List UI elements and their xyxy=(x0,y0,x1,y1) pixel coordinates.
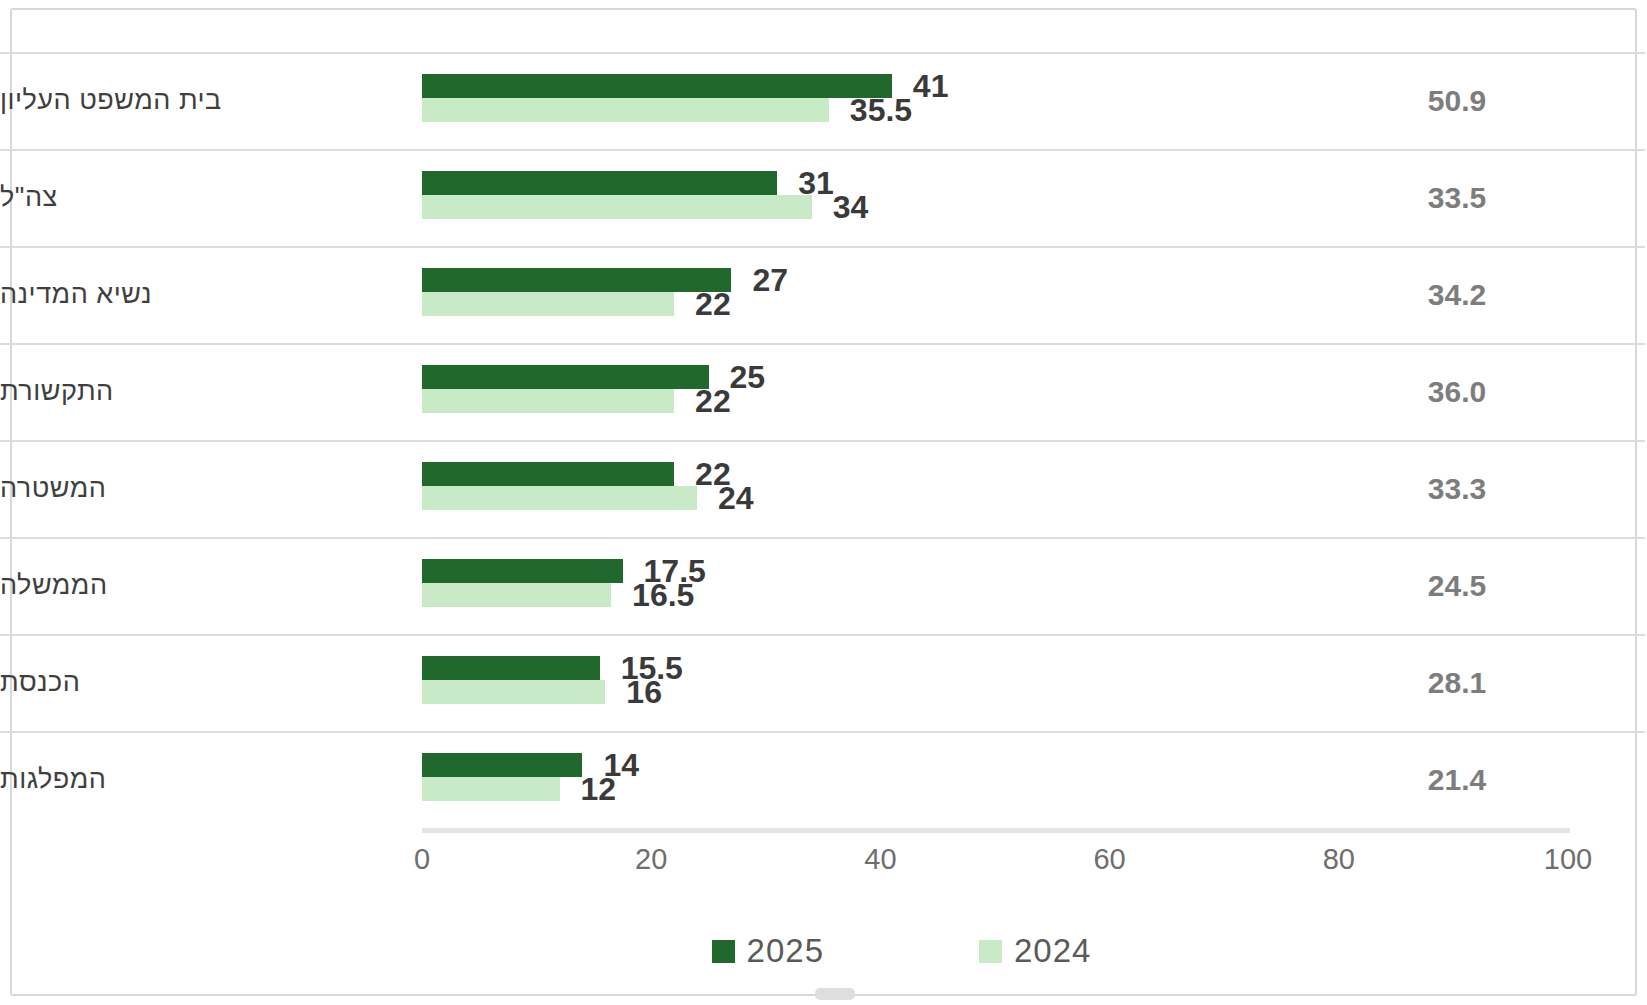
x-tick-label: 40 xyxy=(864,843,896,876)
chart-row: הכנסת 15.5 16 28.1 xyxy=(0,634,1647,731)
chart-row: נשיא המדינה 27 22 34.2 xyxy=(0,246,1647,343)
x-tick-label: 100 xyxy=(1544,843,1592,876)
row-plot-area: 41 35.5 50.9 xyxy=(422,52,1570,149)
legend-label-2025: 2025 xyxy=(747,932,824,970)
category-label: נשיא המדינה xyxy=(0,246,388,343)
bar-value-2025: 41 xyxy=(913,74,949,98)
bar-2024 xyxy=(422,777,560,801)
chart-row: בית המשפט העליון 41 35.5 50.9 xyxy=(0,52,1647,149)
chart-row: התקשורת 25 22 36.0 xyxy=(0,343,1647,440)
row-plot-area: 27 22 34.2 xyxy=(422,246,1570,343)
bar-2025 xyxy=(422,171,777,195)
row-plot-area: 15.5 16 28.1 xyxy=(422,634,1570,731)
bar-2024 xyxy=(422,680,605,704)
legend-item-2024: 2024 xyxy=(979,932,1091,970)
bar-value-2025: 27 xyxy=(752,268,788,292)
bar-2024 xyxy=(422,98,829,122)
row-plot-area: 22 24 33.3 xyxy=(422,440,1570,537)
chart-legend: 2025 2024 xyxy=(78,932,1647,970)
row-plot-area: 31 34 33.5 xyxy=(422,149,1570,246)
bar-value-2024: 22 xyxy=(695,389,731,413)
x-tick-label: 80 xyxy=(1323,843,1355,876)
row-total-value: 21.4 xyxy=(1387,731,1527,828)
category-label: התקשורת xyxy=(0,343,388,440)
bar-2025 xyxy=(422,753,582,777)
category-label: המשטרה xyxy=(0,440,388,537)
row-total-value: 24.5 xyxy=(1387,537,1527,634)
bar-2024 xyxy=(422,389,674,413)
x-tick-label: 60 xyxy=(1093,843,1125,876)
bar-value-2024: 16 xyxy=(626,680,662,704)
legend-item-2025: 2025 xyxy=(712,932,824,970)
category-label: בית המשפט העליון xyxy=(0,52,388,149)
category-label: הכנסת xyxy=(0,634,388,731)
legend-swatch-2024 xyxy=(979,940,1002,963)
row-total-value: 36.0 xyxy=(1387,343,1527,440)
bar-value-2025: 31 xyxy=(798,171,834,195)
category-label: המפלגות xyxy=(0,731,388,828)
bar-value-2024: 24 xyxy=(718,486,754,510)
chart-rows-container: בית המשפט העליון 41 35.5 50.9 צה"ל 31 34… xyxy=(0,52,1647,828)
category-label: צה"ל xyxy=(0,149,388,246)
bar-2025 xyxy=(422,462,674,486)
bar-value-2025: 25 xyxy=(730,365,766,389)
bar-2025 xyxy=(422,559,623,583)
x-axis-line xyxy=(422,828,1570,833)
chart-row: הממשלה 17.5 16.5 24.5 xyxy=(0,537,1647,634)
x-tick-label: 20 xyxy=(635,843,667,876)
bar-2025 xyxy=(422,656,600,680)
bar-value-2024: 34 xyxy=(833,195,869,219)
bar-2024 xyxy=(422,292,674,316)
row-plot-area: 14 12 21.4 xyxy=(422,731,1570,828)
bar-2025 xyxy=(422,365,709,389)
row-total-value: 28.1 xyxy=(1387,634,1527,731)
bar-value-2024: 22 xyxy=(695,292,731,316)
bar-value-2024: 35.5 xyxy=(850,98,912,122)
row-total-value: 33.5 xyxy=(1387,149,1527,246)
row-total-value: 34.2 xyxy=(1387,246,1527,343)
legend-label-2024: 2024 xyxy=(1014,932,1091,970)
category-label: הממשלה xyxy=(0,537,388,634)
bar-value-2024: 12 xyxy=(581,777,617,801)
bar-2024 xyxy=(422,486,697,510)
row-plot-area: 17.5 16.5 24.5 xyxy=(422,537,1570,634)
x-axis-ticks: 0 20 40 60 80 100 xyxy=(0,843,1647,879)
bar-2025 xyxy=(422,74,892,98)
bar-value-2024: 16.5 xyxy=(632,583,694,607)
chart-row: המפלגות 14 12 21.4 xyxy=(0,731,1647,828)
bar-2024 xyxy=(422,195,812,219)
chart-row: המשטרה 22 24 33.3 xyxy=(0,440,1647,537)
row-total-value: 33.3 xyxy=(1387,440,1527,537)
chart-row: צה"ל 31 34 33.5 xyxy=(0,149,1647,246)
x-tick-label: 0 xyxy=(414,843,430,876)
cropped-page-artifact xyxy=(815,988,855,1000)
bar-chart: בית המשפט העליון 41 35.5 50.9 צה"ל 31 34… xyxy=(0,0,1647,1005)
bar-2024 xyxy=(422,583,611,607)
bar-2025 xyxy=(422,268,731,292)
row-plot-area: 25 22 36.0 xyxy=(422,343,1570,440)
legend-swatch-2025 xyxy=(712,940,735,963)
row-total-value: 50.9 xyxy=(1387,52,1527,149)
